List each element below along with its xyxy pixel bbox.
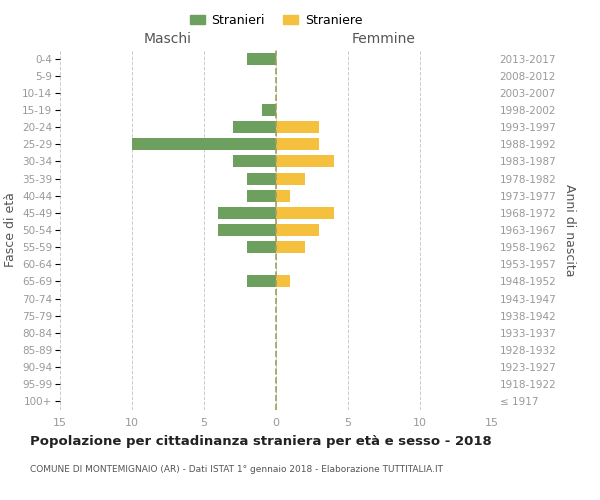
- Bar: [233, 156, 276, 168]
- Bar: [276, 276, 290, 287]
- Bar: [218, 224, 276, 236]
- Bar: [247, 190, 276, 202]
- Bar: [276, 156, 334, 168]
- Bar: [276, 138, 319, 150]
- Bar: [276, 172, 305, 184]
- Text: Femmine: Femmine: [352, 32, 416, 46]
- Bar: [276, 121, 319, 133]
- Bar: [247, 52, 276, 64]
- Bar: [218, 207, 276, 219]
- Bar: [276, 224, 319, 236]
- Bar: [247, 276, 276, 287]
- Bar: [233, 121, 276, 133]
- Legend: Stranieri, Straniere: Stranieri, Straniere: [185, 8, 367, 32]
- Bar: [276, 207, 334, 219]
- Text: Maschi: Maschi: [144, 32, 192, 46]
- Y-axis label: Fasce di età: Fasce di età: [4, 192, 17, 268]
- Bar: [276, 190, 290, 202]
- Text: Popolazione per cittadinanza straniera per età e sesso - 2018: Popolazione per cittadinanza straniera p…: [30, 435, 492, 448]
- Bar: [132, 138, 276, 150]
- Text: COMUNE DI MONTEMIGNAIO (AR) - Dati ISTAT 1° gennaio 2018 - Elaborazione TUTTITAL: COMUNE DI MONTEMIGNAIO (AR) - Dati ISTAT…: [30, 465, 443, 474]
- Bar: [247, 172, 276, 184]
- Bar: [276, 241, 305, 253]
- Bar: [262, 104, 276, 116]
- Y-axis label: Anni di nascita: Anni di nascita: [563, 184, 576, 276]
- Bar: [247, 241, 276, 253]
